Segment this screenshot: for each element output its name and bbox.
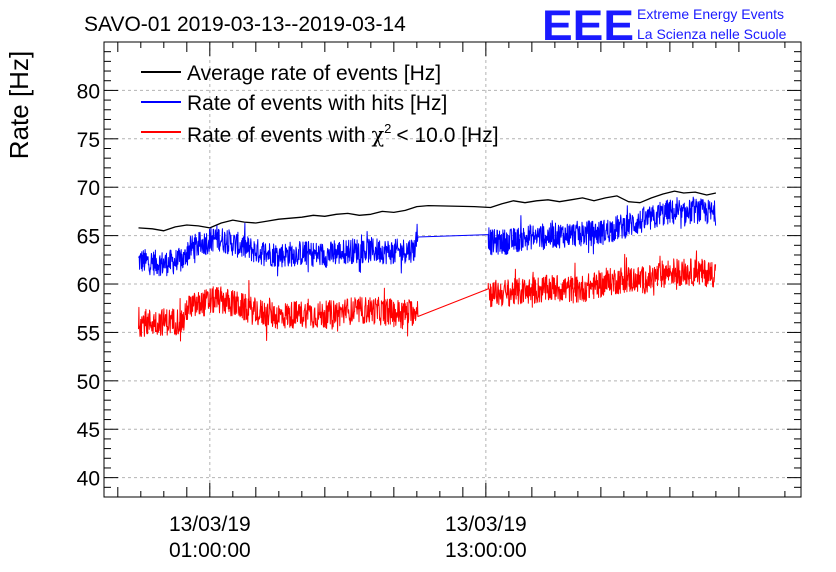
eee-logo-line2: La Scienza nelle Scuole [637,26,787,42]
chi-superscript: 2 [384,121,391,136]
legend-label-chi2: Rate of events with χ2 < 10.0 [Hz] [187,121,499,147]
axis-ticks [104,42,801,498]
y-tick-label: 80 [77,80,100,103]
axis-tick-labels: 40 45 50 55 60 65 70 75 80 13/03/19 01:00:00 13/03/… [77,80,527,562]
x-tick-label-time: 01:00:00 [169,539,251,562]
y-tick-label: 45 [77,419,100,442]
y-tick-label: 75 [77,129,100,152]
y-tick-label: 60 [77,274,100,297]
x-tick-label-time: 13:00:00 [445,539,527,562]
legend-label-hits: Rate of events with hits [Hz] [187,92,447,115]
series-line-1 [138,196,717,277]
x-tick-label-date: 13/03/19 [169,513,251,536]
chi-symbol: χ [371,123,384,147]
legend-label-average: Average rate of events [Hz] [187,62,441,85]
legend-label-chi2-tail: < 10.0 [Hz] [396,124,498,147]
y-tick-label: 40 [77,468,100,491]
plot-frame [103,41,802,498]
eee-logo-mark: EEE [542,2,634,50]
y-axis-label: Rate [Hz] [4,51,34,159]
y-tick-label: 50 [77,371,100,394]
y-tick-label: 55 [77,322,100,345]
x-tick-label-date: 13/03/19 [445,513,527,536]
series-line-0 [138,190,717,232]
series-line-2 [138,250,717,342]
chart-title: SAVO-01 2019-03-13--2019-03-14 [84,13,406,36]
grid-lines [104,42,801,497]
y-tick-label: 65 [77,226,100,249]
eee-logo: EEE Extreme Energy Events La Scienza nel… [542,2,787,50]
legend-label-chi2-text: Rate of events with [187,124,366,147]
eee-logo-line1: Extreme Energy Events [637,6,784,22]
legend: Average rate of events [Hz] Rate of even… [141,62,499,147]
series-lines [138,190,717,342]
y-tick-label: 70 [77,177,100,200]
